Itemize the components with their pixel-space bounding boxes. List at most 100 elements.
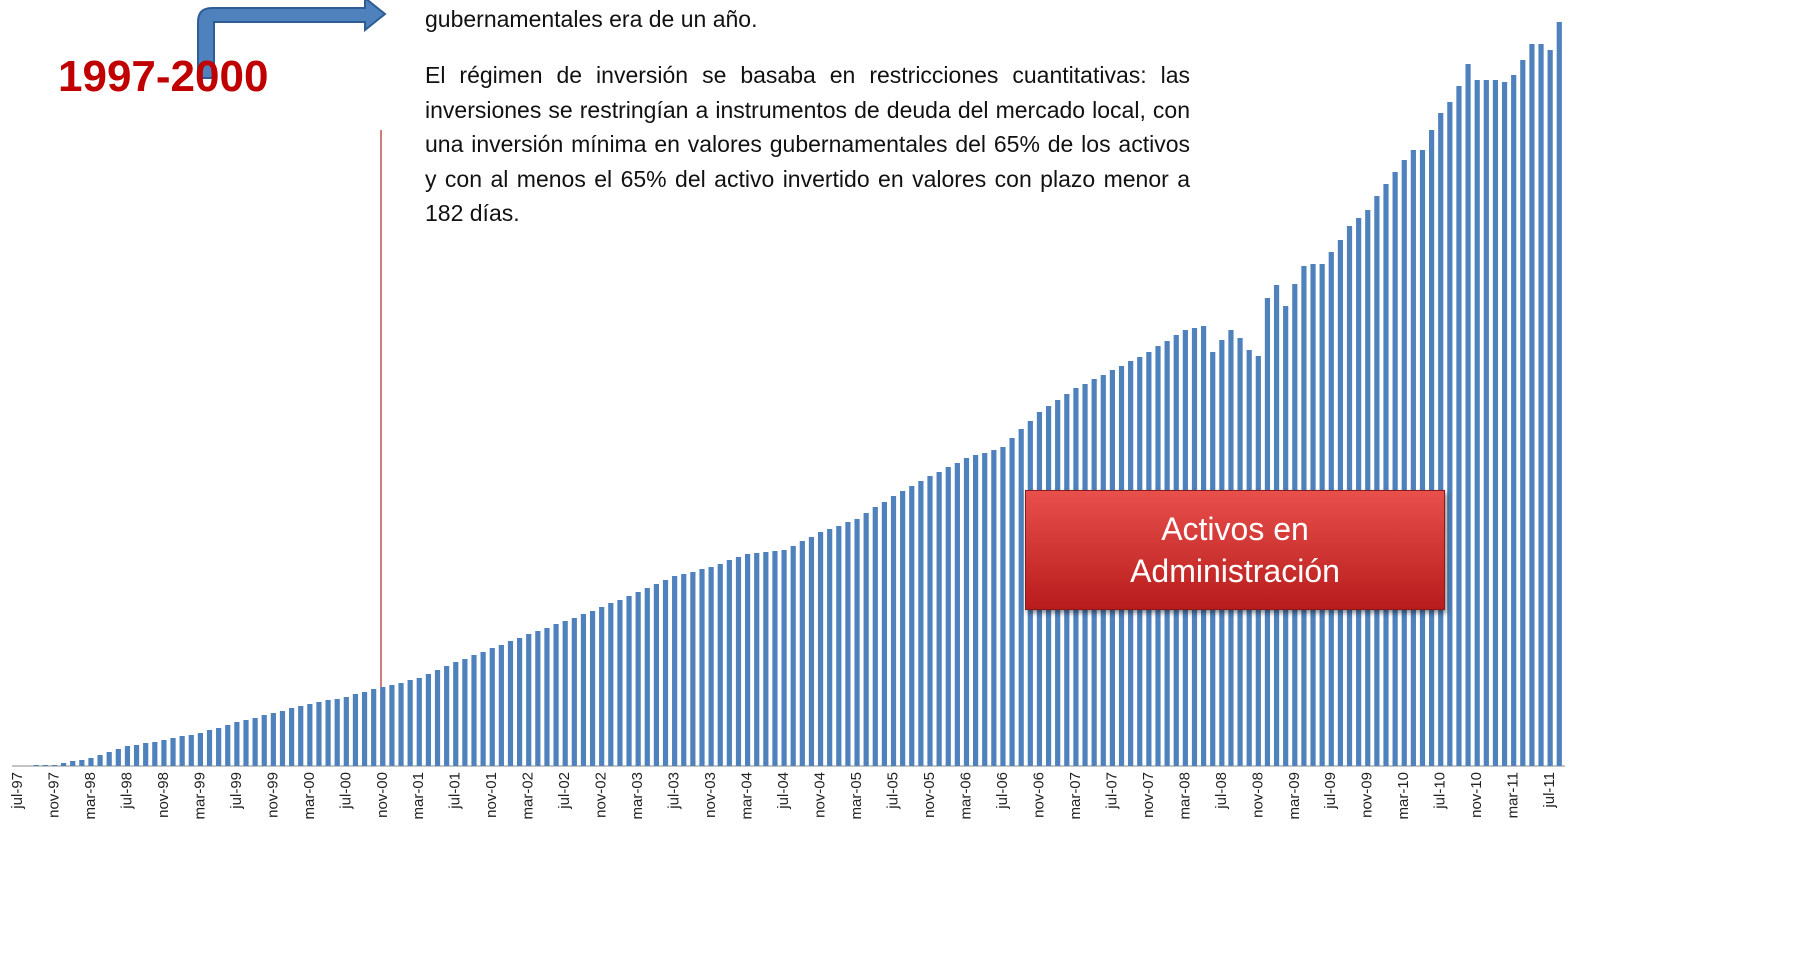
bar — [197, 733, 203, 766]
bar — [571, 618, 577, 766]
bar — [1501, 82, 1508, 766]
bar — [453, 662, 459, 766]
bar — [644, 588, 650, 766]
x-tick-label: mar-98 — [82, 772, 99, 820]
bar — [772, 551, 778, 766]
x-tick-label: jul-05 — [884, 772, 901, 810]
bar — [735, 557, 742, 766]
bar — [1520, 60, 1526, 766]
bar — [398, 683, 404, 766]
x-tick-label: jul-97 — [9, 772, 26, 810]
x-tick-label: jul-01 — [447, 772, 464, 810]
bar — [343, 697, 349, 766]
x-tick-label: jul-08 — [1213, 772, 1230, 810]
x-tick-label: nov-98 — [155, 772, 172, 818]
bar — [1511, 75, 1517, 766]
x-tick-label: jul-99 — [228, 772, 245, 810]
bar — [407, 680, 413, 766]
bar — [544, 628, 550, 766]
bar — [836, 526, 842, 766]
bar — [1365, 210, 1371, 766]
bar — [334, 699, 340, 766]
bar — [380, 687, 386, 766]
bar — [42, 765, 48, 766]
bar — [371, 689, 377, 766]
bar — [817, 532, 824, 766]
bar — [316, 702, 322, 766]
bar — [927, 476, 933, 766]
bar — [599, 607, 605, 766]
bar — [517, 638, 523, 766]
x-tick-label: jul-04 — [775, 772, 792, 810]
bar — [252, 718, 258, 766]
x-tick-label: nov-97 — [45, 772, 62, 818]
bar — [608, 603, 614, 766]
paragraph: El régimen de inversión se basaba en res… — [425, 62, 1190, 227]
bar — [325, 700, 331, 766]
bar — [243, 720, 249, 766]
bar — [936, 472, 942, 766]
bar — [206, 730, 213, 766]
x-tick-label: mar-99 — [191, 772, 208, 820]
bar — [188, 735, 194, 766]
bar — [298, 706, 304, 766]
bar — [216, 728, 222, 766]
bar — [389, 685, 395, 766]
bar — [1538, 44, 1544, 766]
bar — [416, 678, 422, 766]
bar — [179, 736, 185, 766]
bar — [617, 600, 623, 766]
bar — [61, 763, 67, 766]
bar — [580, 614, 587, 766]
bar — [945, 467, 951, 766]
bar — [589, 611, 596, 766]
bar — [225, 725, 231, 766]
x-tick-label: mar-03 — [629, 772, 646, 820]
bar — [1392, 172, 1398, 766]
bar — [133, 745, 140, 766]
bar — [1383, 184, 1389, 766]
bar — [261, 715, 267, 766]
x-tick-label: jul-03 — [666, 772, 683, 810]
x-tick-label: jul-98 — [118, 772, 135, 810]
bar — [307, 704, 313, 766]
bar — [690, 572, 696, 766]
paragraph: gubernamentales era de un año. — [425, 6, 758, 32]
bar — [1465, 64, 1471, 766]
bar — [106, 752, 112, 766]
bar — [480, 652, 486, 766]
bar — [462, 659, 468, 766]
bar — [781, 550, 787, 766]
bar — [444, 666, 450, 766]
x-tick-label: mar-06 — [957, 772, 974, 820]
bar — [754, 553, 760, 766]
bar — [808, 537, 815, 766]
x-tick-label: nov-07 — [1140, 772, 1157, 818]
bar — [872, 507, 878, 766]
bar — [279, 711, 286, 766]
bar — [672, 576, 678, 766]
x-tick-label: nov-08 — [1249, 772, 1266, 818]
bar — [790, 546, 796, 766]
bar — [1429, 130, 1435, 766]
bar — [626, 596, 632, 766]
bar — [653, 584, 659, 766]
bar — [489, 648, 495, 766]
bar — [1547, 50, 1553, 766]
x-tick-label: mar-00 — [301, 772, 318, 820]
bar — [1419, 150, 1426, 766]
bar — [909, 486, 915, 766]
x-tick-label: nov-06 — [1030, 772, 1047, 818]
x-tick-label: mar-11 — [1505, 772, 1522, 818]
bar — [434, 670, 441, 766]
bar — [124, 746, 131, 766]
bar — [361, 692, 368, 766]
bar — [991, 450, 997, 766]
bar — [425, 674, 431, 766]
x-tick-label: jul-11 — [1541, 772, 1558, 809]
x-tick-label: mar-09 — [1286, 772, 1303, 820]
bar — [33, 765, 39, 766]
x-tick-label: nov-03 — [702, 772, 719, 818]
bar — [170, 738, 176, 766]
